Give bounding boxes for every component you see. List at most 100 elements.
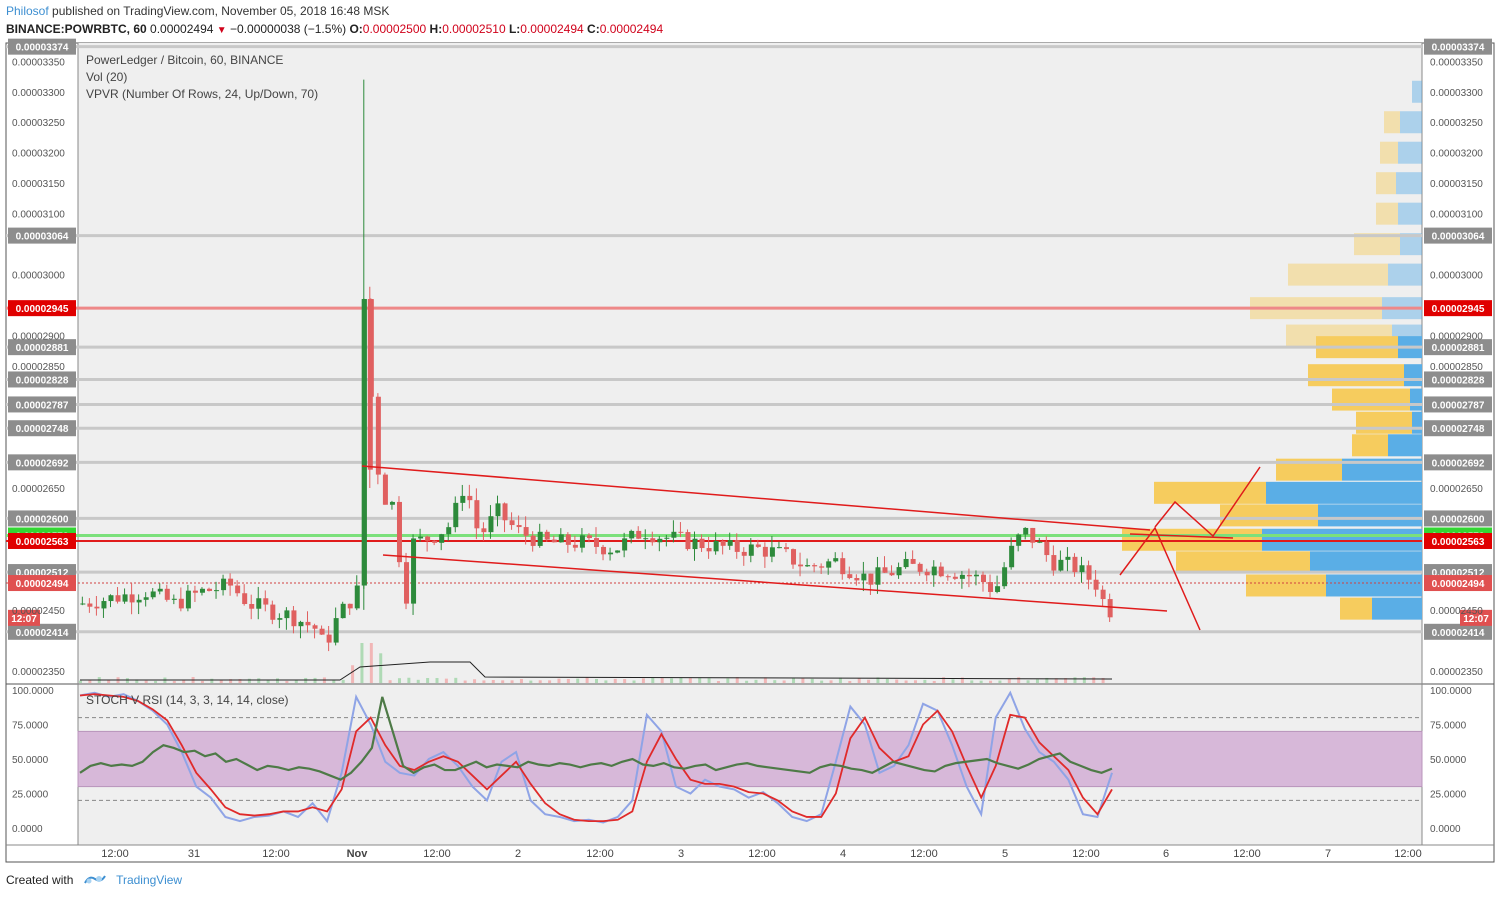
candle-body	[425, 536, 431, 541]
candle-body	[678, 531, 684, 533]
candle-body	[1086, 565, 1092, 580]
candle-body	[277, 618, 283, 620]
price-level-label: 0.00003064	[16, 232, 69, 243]
candle-body	[530, 535, 536, 546]
candle-body	[411, 538, 417, 604]
price-tick-left: 0.00003150	[12, 179, 65, 190]
vp-up-bar	[1372, 597, 1422, 620]
price-level-label: 0.00002414	[1432, 628, 1485, 639]
price-level-badge	[1424, 420, 1492, 437]
candle-body	[931, 566, 937, 576]
time-tick: 12:00	[1072, 848, 1100, 860]
candle-body	[565, 534, 571, 545]
price-level-badge	[8, 300, 76, 317]
time-tick: 12:00	[586, 848, 614, 860]
vp-down-bar	[1288, 263, 1388, 286]
time-tick: 12:00	[262, 848, 290, 860]
candle-body	[235, 585, 241, 594]
author-link[interactable]: Philosof	[6, 4, 49, 18]
price-level-badge	[1424, 575, 1492, 592]
price-level-label: 0.00002600	[16, 514, 69, 525]
price-tick-left: 0.00002650	[12, 484, 65, 495]
candle-body	[1107, 599, 1113, 618]
tradingview-logo-icon	[83, 873, 107, 888]
candle-body	[608, 552, 614, 555]
vp-up-bar	[1398, 141, 1422, 164]
spike-body	[361, 299, 367, 586]
price-tick-left: 0.00002350	[12, 667, 65, 678]
price-level-badge	[1424, 300, 1492, 317]
candle-body	[80, 603, 86, 605]
projection-neck	[1129, 533, 1234, 539]
price-level-label: 0.00002512	[1432, 568, 1485, 579]
volume-bar	[416, 679, 420, 683]
vp-down-bar	[1154, 481, 1266, 504]
candle-body	[692, 538, 698, 550]
projection-down	[1119, 526, 1201, 631]
candle-body	[748, 544, 754, 556]
volume-bar	[876, 677, 880, 683]
volume-bar	[247, 678, 251, 683]
low-value: 0.00002494	[520, 22, 584, 36]
price-tick-right: 0.00003000	[1430, 271, 1483, 282]
spike-body-2	[367, 299, 373, 470]
candle-body	[882, 567, 888, 573]
price-level-label: 0.00002692	[1432, 458, 1485, 469]
tradingview-link[interactable]: TradingView	[116, 873, 183, 887]
price-level-badge	[8, 227, 76, 244]
candle-body	[952, 576, 958, 579]
volume-bar	[426, 677, 430, 683]
candle-body	[903, 558, 909, 568]
volume-bar	[1092, 677, 1096, 683]
price-level-label: 0.00002748	[1432, 424, 1485, 435]
publish-info: Philosof published on TradingView.com, N…	[6, 4, 389, 18]
candle-body	[783, 547, 789, 550]
price-tick-right: 0.00003200	[1430, 149, 1483, 160]
change: −0.00000038 (−1.5%)	[230, 22, 347, 36]
candle-body	[516, 525, 522, 528]
candle-body	[488, 516, 494, 533]
candle-body	[1093, 579, 1099, 590]
volume-bar	[623, 679, 627, 683]
candle-body	[699, 538, 705, 549]
candle-body	[1072, 556, 1078, 573]
volume-bar	[576, 678, 580, 683]
price-level-badge	[8, 510, 76, 527]
candle-body	[150, 591, 156, 598]
price-tick-left: 0.00003350	[12, 57, 65, 68]
candle-body	[1016, 534, 1022, 546]
volume-bar	[388, 680, 392, 683]
candle-body	[579, 535, 585, 548]
volume-bar	[397, 678, 401, 683]
candle-body	[973, 574, 979, 577]
candle-body	[214, 590, 220, 592]
volume-bar	[1073, 677, 1077, 683]
candle-body	[671, 531, 677, 538]
candle-body	[136, 599, 142, 603]
volume-bar	[641, 678, 645, 683]
vp-down-bar	[1352, 434, 1388, 457]
candle-body	[551, 539, 557, 543]
vp-up-bar	[1318, 504, 1422, 527]
volume-bar	[285, 680, 289, 683]
price-level-label: 0.00002881	[16, 343, 69, 354]
volume-bar	[632, 680, 636, 683]
price-tick-left: 0.00003000	[12, 271, 65, 282]
chart-canvas[interactable]: 0.00003374 0.00003374 0.00003064 0.00003064…	[0, 0, 1500, 870]
price-level-badge	[1424, 371, 1492, 388]
vp-down-bar	[1376, 202, 1398, 225]
candle-body	[439, 534, 445, 543]
candle-body	[995, 586, 1001, 592]
volume-bar	[566, 678, 570, 683]
countdown-label: 12:07	[1463, 614, 1489, 625]
candle-body	[523, 527, 529, 536]
candle-body	[889, 572, 895, 576]
price-level-badge	[8, 396, 76, 413]
volume-bar	[1082, 677, 1086, 683]
price-tick-left: 0.00002850	[12, 362, 65, 373]
price-tick-left: 0.00003300	[12, 88, 65, 99]
volume-bar	[932, 680, 936, 683]
candle-body	[326, 634, 332, 643]
volume-bar	[604, 680, 608, 683]
channel-top-line	[361, 465, 1151, 531]
